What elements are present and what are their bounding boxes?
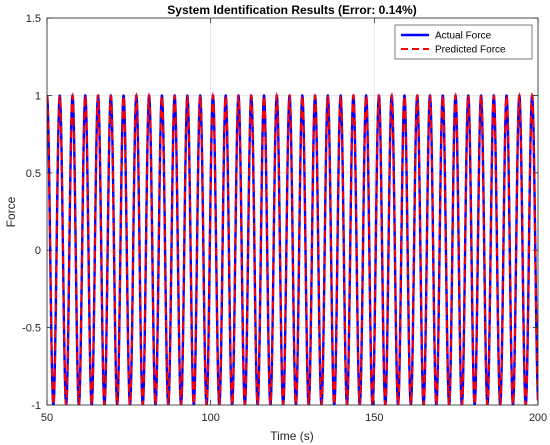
y-tick-label: 0.5 — [26, 168, 41, 180]
axis-ticks: 50 100 150 200 -1 -0.5 0 0.5 1 1.5 — [22, 13, 547, 424]
series-layer — [47, 92, 538, 405]
x-axis-label: Time (s) — [270, 429, 314, 443]
legend: Actual Force Predicted Force — [394, 24, 533, 60]
chart-title: System Identification Results (Error: 0.… — [167, 3, 416, 17]
x-tick-label: 200 — [529, 412, 547, 424]
y-tick-label: 1.5 — [26, 13, 41, 25]
y-tick-label: 1 — [35, 90, 41, 102]
legend-box — [394, 24, 533, 60]
legend-label: Predicted Force — [435, 45, 506, 56]
series-predicted-force-line — [47, 92, 538, 405]
y-axis-label: Force — [4, 196, 18, 227]
x-tick-label: 150 — [365, 412, 383, 424]
x-tick-label: 100 — [201, 412, 219, 424]
x-tick-label: 50 — [41, 412, 53, 424]
plot-frame — [46, 17, 539, 406]
y-tick-label: -0.5 — [22, 323, 41, 335]
y-tick-label: 0 — [35, 245, 41, 257]
y-tick-label: -1 — [31, 400, 41, 412]
legend-label: Actual Force — [435, 31, 492, 42]
